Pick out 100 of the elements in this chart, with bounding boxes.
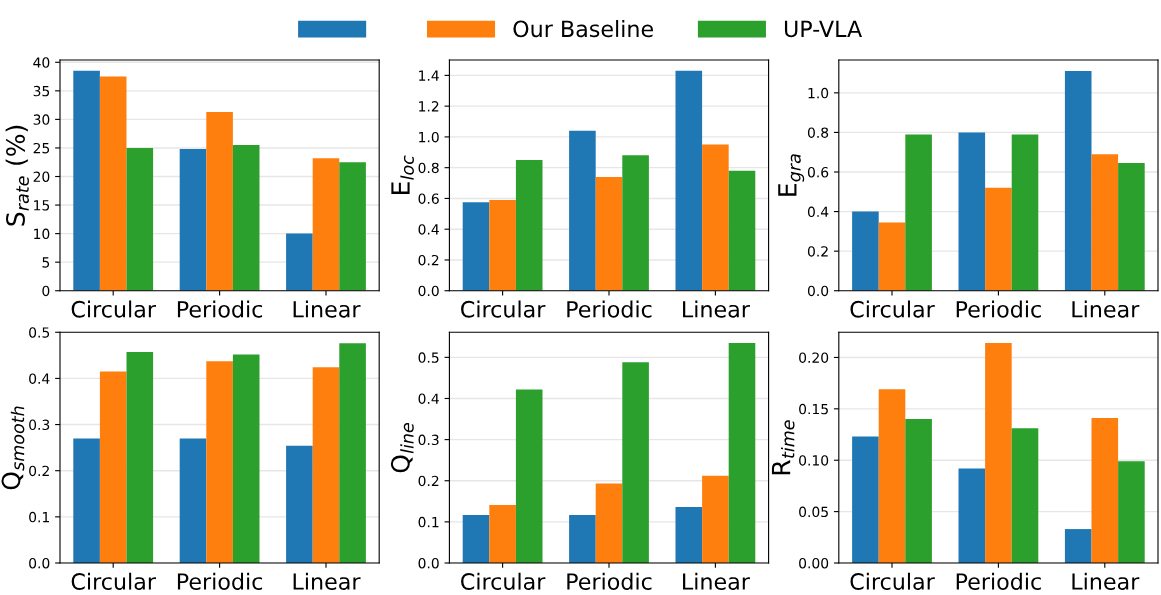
- x-tick-label: Periodic: [956, 300, 1041, 318]
- y-tick-label: 0.3: [418, 434, 439, 446]
- bar: [702, 144, 729, 291]
- bar: [179, 149, 207, 291]
- y-tick-label: 0.2: [807, 246, 828, 257]
- y-tick-label: 0.15: [799, 403, 828, 415]
- bar: [905, 419, 932, 563]
- y-tick-label: 0.20: [799, 352, 829, 363]
- bar: [958, 468, 986, 563]
- bar: [595, 176, 623, 291]
- x-tick-label: Linear: [1072, 300, 1140, 318]
- bar: [489, 199, 516, 291]
- bar: [206, 361, 233, 563]
- y-tick-label: 0.0: [418, 285, 439, 297]
- y-tick-label: 0.6: [418, 193, 439, 204]
- y-tick-label: 30: [33, 114, 50, 125]
- bar: [312, 367, 340, 563]
- bar: [1118, 163, 1145, 291]
- bar: [206, 111, 233, 291]
- y-tick-label: 15: [34, 200, 50, 211]
- bar: [73, 70, 100, 291]
- x-tick-label: Circular: [71, 572, 156, 590]
- bar: [985, 343, 1012, 563]
- bar: [339, 343, 366, 563]
- y-tick-label: 0.4: [418, 393, 439, 404]
- bar: [702, 475, 729, 563]
- y-axis-title: R$_{time}$: [771, 420, 795, 475]
- y-tick-label: 0.10: [799, 455, 829, 466]
- x-tick-label: Linear: [293, 572, 361, 590]
- y-tick-label: 0.6: [807, 166, 829, 178]
- y-tick-label: 0.5: [29, 327, 50, 338]
- y-tick-label: 1.0: [808, 87, 829, 99]
- y-tick-label: 0.4: [807, 206, 829, 218]
- y-tick-label: 0.3: [29, 419, 50, 431]
- bar: [878, 389, 906, 563]
- bar: [1011, 428, 1039, 563]
- bar: [73, 438, 100, 563]
- bar: [852, 436, 879, 563]
- y-tick-label: 0.2: [418, 475, 439, 487]
- y-tick-label: 0.0: [807, 285, 829, 297]
- y-tick-label: 0.0: [29, 557, 50, 569]
- bar: [489, 505, 516, 563]
- y-axis-title: E$_{loc}$: [391, 155, 414, 194]
- y-tick-label: 35: [33, 85, 50, 97]
- bar: [232, 354, 260, 563]
- bar: [1091, 418, 1119, 563]
- bar: [286, 445, 313, 563]
- y-tick-label: 0.8: [807, 127, 829, 138]
- y-tick-label: 0.0: [418, 557, 439, 569]
- x-tick-label: Periodic: [567, 572, 652, 590]
- bar: [569, 130, 596, 291]
- x-tick-label: Circular: [850, 572, 935, 590]
- y-tick-label: 0.1: [29, 511, 49, 523]
- legend-label: Our Baseline: [513, 20, 653, 38]
- bar: [675, 507, 703, 563]
- x-tick-label: Circular: [850, 300, 935, 318]
- bar: [1118, 461, 1145, 563]
- y-axis-title: Q$_{smooth}$: [1, 406, 25, 490]
- bar: [126, 147, 154, 291]
- x-tick-label: Linear: [683, 572, 750, 590]
- bar: [99, 76, 127, 291]
- bar: [462, 514, 490, 563]
- y-tick-label: 5: [42, 257, 50, 268]
- bar: [958, 132, 986, 291]
- y-tick-label: 1.2: [419, 101, 439, 112]
- bar: [852, 211, 879, 291]
- bar: [728, 170, 756, 291]
- y-tick-label: 0.05: [799, 506, 828, 518]
- y-tick-label: 0.4: [29, 373, 50, 384]
- bar: [675, 70, 703, 291]
- bar: [232, 145, 260, 291]
- x-tick-label: Linear: [1072, 572, 1140, 590]
- y-tick-label: 1.0: [419, 131, 439, 143]
- bar: [339, 162, 366, 291]
- bar: [286, 233, 313, 291]
- bar: [99, 371, 127, 563]
- bar: [569, 514, 596, 563]
- y-tick-label: 25: [33, 142, 50, 154]
- bar: [312, 158, 340, 291]
- y-tick-label: 40: [33, 57, 50, 68]
- bar: [179, 438, 207, 563]
- x-tick-label: Linear: [293, 300, 361, 318]
- bar: [1064, 71, 1092, 291]
- bar: [622, 155, 649, 291]
- bar: [1011, 134, 1039, 291]
- y-axis-title: Q$_{line}$: [390, 423, 414, 473]
- bar: [1064, 529, 1092, 563]
- y-tick-label: 0.2: [418, 254, 439, 266]
- y-tick-label: 0.1: [418, 516, 439, 528]
- x-tick-label: Linear: [683, 300, 750, 318]
- y-tick-label: 1.4: [419, 70, 439, 81]
- y-tick-label: 0.4: [418, 224, 439, 235]
- y-tick-label: 20: [33, 171, 50, 182]
- bar: [126, 352, 154, 563]
- y-tick-label: 0.5: [418, 352, 439, 363]
- y-axis-title: E$_{gra}$: [778, 154, 805, 196]
- x-tick-label: Circular: [71, 300, 156, 318]
- y-tick-label: 0: [42, 285, 50, 297]
- y-tick-label: 0.2: [29, 465, 49, 477]
- y-axis-title: S$_{rate}$ (%): [5, 125, 29, 226]
